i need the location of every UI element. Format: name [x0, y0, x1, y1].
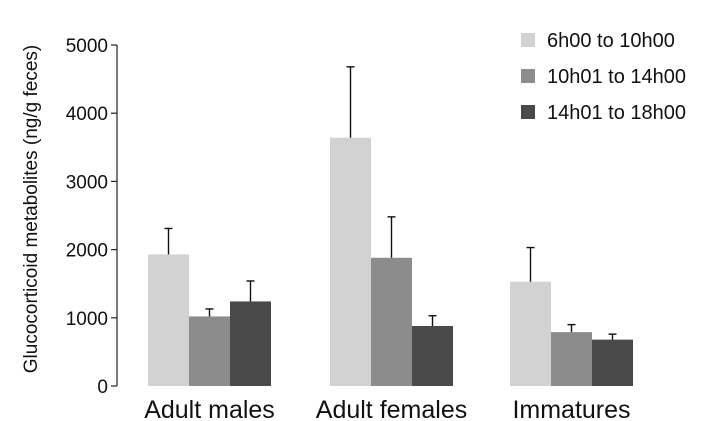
category-label: Immatures — [512, 396, 630, 421]
category-label: Adult males — [144, 396, 275, 421]
bars-group — [148, 66, 633, 386]
y-axis-label: Glucocorticoid metabolites (ng/g feces) — [21, 45, 42, 373]
bar — [148, 254, 189, 386]
bar — [230, 301, 271, 386]
y-tick-label: 1000 — [66, 309, 108, 330]
category-label: Adult females — [316, 396, 467, 421]
bar — [371, 257, 412, 386]
legend-swatch — [521, 33, 535, 47]
y-tick-label: 0 — [97, 377, 108, 398]
legend-swatch — [521, 105, 535, 119]
bar — [510, 281, 551, 386]
y-tick-label: 3000 — [66, 172, 108, 193]
bar — [551, 332, 592, 386]
legend-label: 14h01 to 18h00 — [547, 102, 686, 124]
bar — [189, 316, 230, 386]
bar — [330, 137, 371, 386]
legend-label: 6h00 to 10h00 — [547, 30, 675, 52]
y-tick-label: 5000 — [66, 36, 108, 57]
bar — [592, 339, 633, 386]
y-tick-label: 2000 — [66, 241, 108, 262]
bar — [412, 325, 453, 386]
category-labels: Adult males Adult females Immatures — [144, 396, 630, 421]
y-axis: 0 1000 2000 3000 4000 5000 — [66, 36, 118, 398]
legend-label: 10h01 to 14h00 — [547, 66, 686, 88]
y-tick-label: 4000 — [66, 104, 108, 125]
legend-swatch — [521, 69, 535, 83]
legend: 6h00 to 10h00 10h01 to 14h00 14h01 to 18h0… — [521, 30, 686, 124]
